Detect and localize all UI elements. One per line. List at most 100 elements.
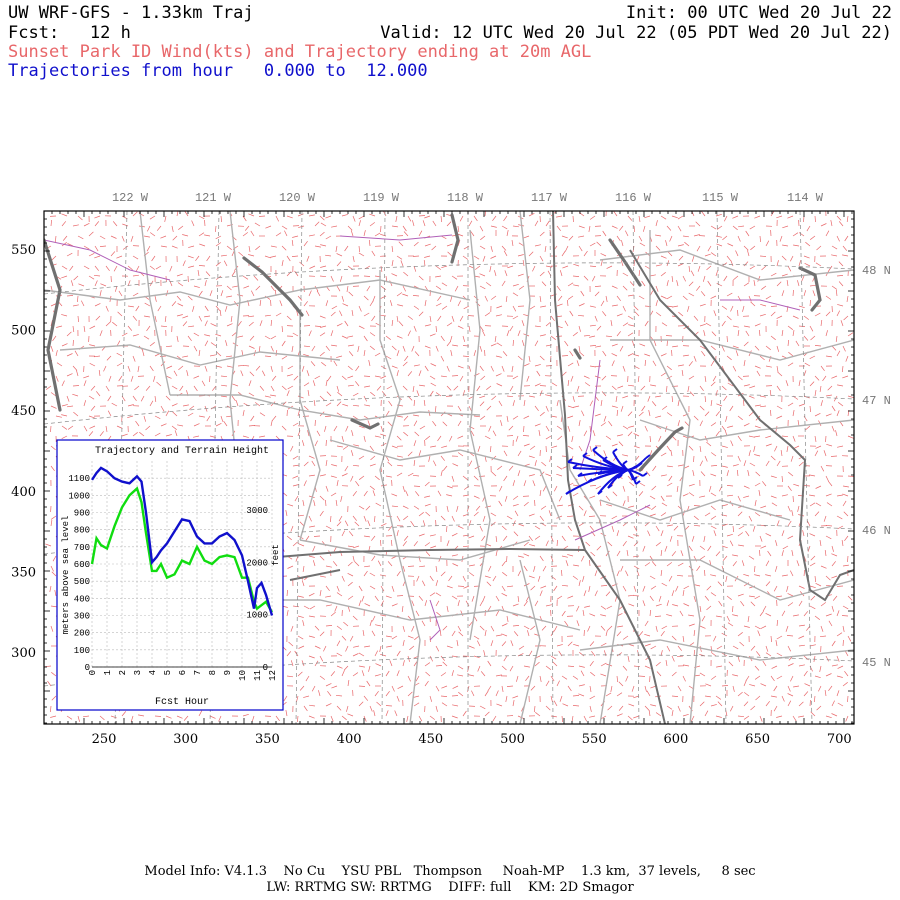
wind-barb xyxy=(831,700,835,707)
x-tick-label: 350 xyxy=(255,732,280,747)
wind-barb xyxy=(721,545,728,549)
wind-barb xyxy=(435,345,439,352)
wind-barb xyxy=(523,553,530,557)
wind-barb xyxy=(695,221,701,227)
wind-barb xyxy=(237,320,242,327)
wind-barb xyxy=(242,410,245,417)
wind-barb xyxy=(622,454,629,457)
y-tick-label: 500 xyxy=(11,324,36,339)
wind-barb xyxy=(750,645,756,651)
wind-barb xyxy=(831,575,838,579)
wind-barb xyxy=(541,281,547,287)
wind-barb xyxy=(358,305,362,312)
wind-barb xyxy=(523,541,529,547)
wind-barb xyxy=(754,482,761,487)
wind-barb xyxy=(302,565,305,572)
wind-barb xyxy=(618,441,624,447)
wind-barb xyxy=(358,245,361,253)
x-tick-label: 550 xyxy=(582,732,607,747)
county-border xyxy=(559,399,621,724)
wind-barb xyxy=(655,234,662,237)
wind-barb xyxy=(605,630,608,637)
wind-barb xyxy=(831,245,838,250)
wind-barb xyxy=(83,222,90,227)
wind-barb xyxy=(340,495,343,502)
wind-barb xyxy=(347,595,354,600)
wind-barb xyxy=(703,535,706,542)
wind-barb xyxy=(292,605,300,608)
wind-barb xyxy=(419,384,426,387)
wind-barb xyxy=(484,435,491,440)
wind-barb xyxy=(297,671,303,677)
wind-barb xyxy=(270,255,277,258)
wind-barb xyxy=(776,619,779,627)
wind-barb xyxy=(605,591,611,597)
wind-barb xyxy=(842,500,847,507)
wind-barb xyxy=(88,415,95,419)
wind-barb xyxy=(611,405,618,408)
wind-barb xyxy=(330,311,336,317)
wind-barb xyxy=(759,355,765,361)
wind-barb xyxy=(380,600,384,607)
wind-barb xyxy=(671,215,678,219)
wind-barb xyxy=(589,425,591,433)
river xyxy=(720,299,801,311)
wind-barb xyxy=(715,411,720,417)
wind-barb xyxy=(182,234,189,237)
wind-barb xyxy=(396,515,401,522)
wind-barb xyxy=(565,560,569,567)
wind-barb xyxy=(421,580,426,587)
wind-barb xyxy=(198,232,205,237)
wind-barb xyxy=(264,395,271,398)
wind-barb xyxy=(552,661,558,667)
wind-barb xyxy=(583,375,590,379)
inset-x-tick: 0 xyxy=(88,670,98,675)
wind-barb xyxy=(805,425,811,431)
trajectory-arrowhead xyxy=(642,472,648,477)
wind-barb xyxy=(380,425,384,432)
wind-barb xyxy=(72,365,78,371)
wind-barb xyxy=(347,545,354,548)
wind-barb xyxy=(121,332,128,337)
wind-barb xyxy=(735,250,739,257)
wind-barb xyxy=(506,395,514,398)
wind-barb xyxy=(350,475,354,482)
wind-barb xyxy=(215,422,222,427)
longitude-label: 114 W xyxy=(787,191,824,205)
wind-barb xyxy=(51,255,57,261)
wind-barb xyxy=(215,365,222,368)
wind-barb xyxy=(655,712,662,717)
wind-barb xyxy=(66,252,73,257)
wind-barb xyxy=(825,493,832,497)
wind-barb xyxy=(660,353,667,357)
wind-barb xyxy=(314,440,318,447)
wind-barb xyxy=(743,460,747,467)
wind-barb xyxy=(671,395,674,403)
wind-barb xyxy=(77,715,80,722)
wind-barb xyxy=(429,375,436,380)
wind-barb xyxy=(687,385,690,392)
wind-barb xyxy=(204,334,211,337)
wind-barb xyxy=(391,225,398,228)
wind-barb xyxy=(589,215,596,220)
wind-barb xyxy=(650,585,657,590)
wind-barb xyxy=(479,705,486,710)
wind-barb xyxy=(281,425,287,431)
wind-barb xyxy=(337,391,343,397)
wind-barb xyxy=(301,660,305,667)
wind-barb xyxy=(512,625,520,627)
wind-barb xyxy=(660,550,663,557)
wind-barb xyxy=(831,405,836,412)
wind-barb xyxy=(666,600,670,607)
wind-barb xyxy=(600,625,606,631)
wind-barb xyxy=(781,255,787,261)
wind-barb xyxy=(551,445,558,449)
wind-barb xyxy=(754,215,761,219)
wind-barb xyxy=(641,280,646,287)
wind-barb xyxy=(677,244,684,247)
wind-barb xyxy=(612,491,618,497)
wind-barb xyxy=(704,710,709,717)
wind-barb xyxy=(99,235,106,240)
wind-barb xyxy=(363,715,367,722)
